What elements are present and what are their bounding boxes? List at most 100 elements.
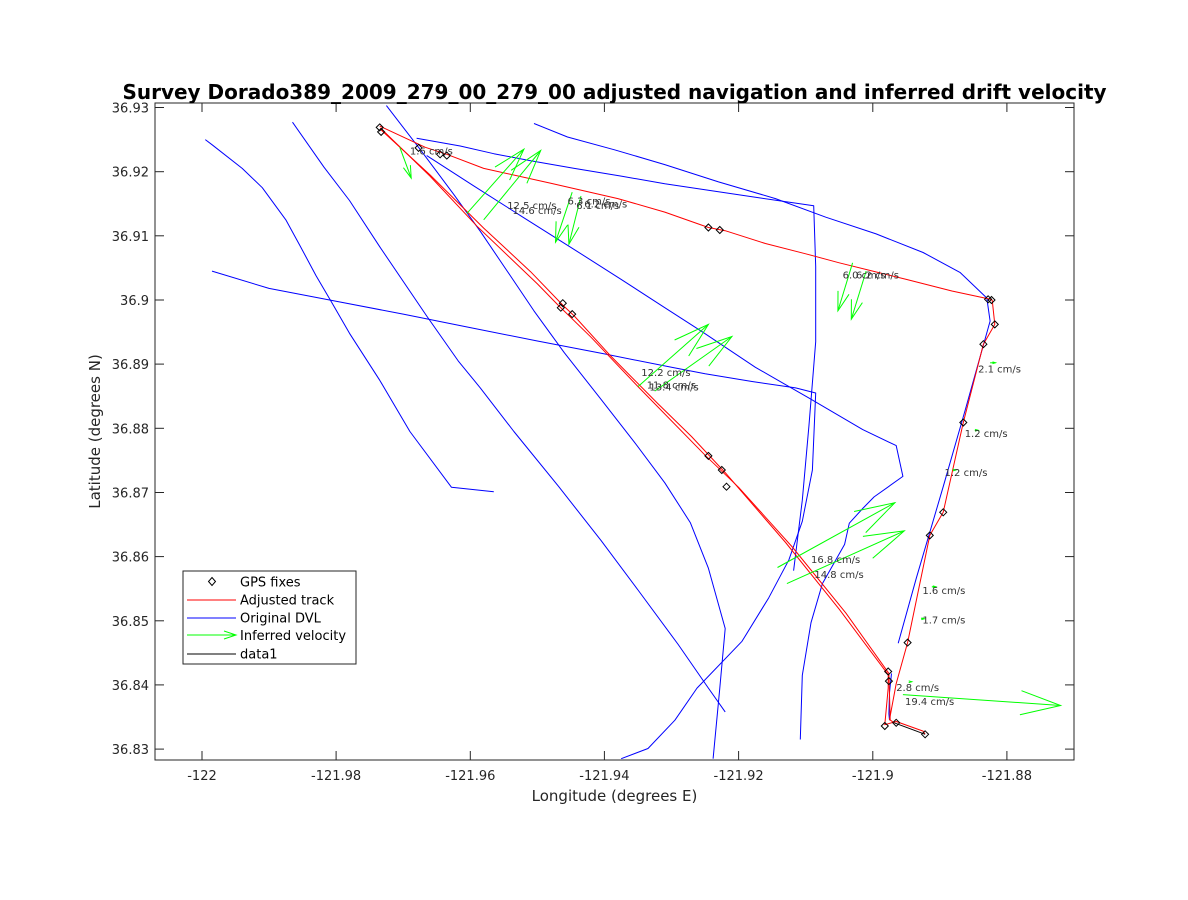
speed-label: 6.2 cm/s <box>856 270 899 281</box>
y-tick-label: 36.92 <box>112 166 149 181</box>
speed-label: 1.2 cm/s <box>945 468 988 479</box>
velocity-arrow <box>931 585 938 589</box>
velocity-arrow <box>637 323 710 387</box>
chart-title: Survey Dorado389_2009_279_00_279_00 adju… <box>122 80 1106 104</box>
adjusted-track-line <box>379 125 993 301</box>
velocity-arrow <box>908 680 914 684</box>
gps-fix-marker <box>880 721 890 731</box>
x-axis-label: Longitude (degrees E) <box>532 787 698 805</box>
speed-label: 13.4 cm/s <box>649 383 698 394</box>
y-tick-label: 36.9 <box>120 294 149 309</box>
y-tick-label: 36.91 <box>112 230 149 245</box>
gps-fix-marker <box>920 730 930 739</box>
speed-label: 16.8 cm/s <box>811 555 860 566</box>
gps-fix-marker <box>556 303 566 312</box>
gps-fix-marker <box>704 223 713 232</box>
velocity-arrow <box>902 690 1063 716</box>
velocity-arrow <box>399 147 412 180</box>
gps-series <box>375 123 1000 739</box>
gps-fix-marker <box>376 127 386 137</box>
gps-fix-marker <box>891 718 901 728</box>
dvl-track-line <box>211 270 817 760</box>
speed-label: 2.8 cm/s <box>896 683 939 694</box>
speed-label: 14.8 cm/s <box>814 570 863 581</box>
y-tick-label: 36.84 <box>112 679 149 694</box>
legend: GPS fixes Adjusted track Original DVL In… <box>182 570 357 665</box>
velocity-arrow <box>850 270 867 321</box>
velocity-arrow <box>990 361 998 365</box>
dvl-track-line <box>204 139 494 493</box>
legend-item-adjusted: Adjusted track <box>187 594 335 609</box>
gps-fix-marker <box>959 418 968 427</box>
gps-fix-marker <box>442 151 452 160</box>
speed-label: 6.0 cm/s <box>843 270 886 281</box>
velocity-arrow <box>483 149 542 221</box>
axes: -122 -121.98 -121.96 -121.94 -121.92 -121.9 -1… <box>112 102 1074 784</box>
dvl-series <box>204 105 991 760</box>
gps-fix-marker <box>567 309 577 319</box>
legend-label-gps: GPS fixes <box>240 576 301 591</box>
x-tick-label: -121.98 <box>311 769 361 784</box>
y-tick-label: 36.93 <box>112 102 149 117</box>
velocity-arrow <box>974 428 980 432</box>
adjusted-track-line <box>889 299 996 724</box>
x-tick-label: -122 <box>187 769 217 784</box>
speed-label: 6.1 cm/s <box>576 201 619 212</box>
y-tick-label: 36.87 <box>112 487 149 502</box>
legend-item-data1: data1 <box>187 648 278 663</box>
speed-label: 2.1 cm/s <box>978 365 1021 376</box>
speed-label: 6.3 cm/s <box>568 197 611 208</box>
legend-item-velocity: Inferred velocity <box>187 629 346 644</box>
speed-label: 1.6 cm/s <box>922 586 965 597</box>
speed-label: 11.8 cm/s <box>647 381 696 392</box>
speed-label: 19.4 cm/s <box>905 697 954 708</box>
velocity-arrow <box>952 468 958 472</box>
y-tick-label: 36.83 <box>112 743 149 758</box>
legend-item-dvl: Original DVL <box>187 612 322 627</box>
x-tick-label: -121.9 <box>852 769 894 784</box>
legend-item-gps: GPS fixes <box>207 576 301 591</box>
legend-label-adjusted: Adjusted track <box>240 594 335 609</box>
gps-fix-marker <box>722 482 731 491</box>
gps-fix-marker <box>414 143 423 153</box>
annotations: 1.6 cm/s12.5 cm/s14.6 cm/s6.3 cm/s6.2 cm… <box>410 147 1021 709</box>
x-tick-label: -121.92 <box>714 769 764 784</box>
gps-fix-marker <box>884 676 894 686</box>
gps-fix-marker <box>903 638 912 647</box>
speed-label: 6.2 cm/s <box>584 200 627 211</box>
gps-fix-marker <box>715 225 725 235</box>
dvl-track-line <box>416 137 817 571</box>
legend-box <box>182 570 357 665</box>
x-tick-label: -121.88 <box>982 769 1032 784</box>
gps-fix-marker <box>435 150 445 159</box>
dvl-track-line <box>426 155 904 740</box>
velocity-arrow <box>786 530 906 585</box>
data1-series <box>894 722 926 735</box>
velocity-arrow <box>554 192 573 244</box>
legend-label-data1: data1 <box>240 648 278 663</box>
y-tick-label: 36.89 <box>112 358 149 373</box>
dvl-track-line <box>292 121 726 713</box>
gps-fix-marker <box>883 667 893 676</box>
speed-label: 12.2 cm/s <box>641 368 690 379</box>
legend-swatch-gps <box>207 576 217 587</box>
speed-label: 12.5 cm/s <box>507 201 556 212</box>
gps-fix-marker <box>375 123 384 132</box>
speed-label: 1.2 cm/s <box>965 429 1008 440</box>
x-tick-label: -121.94 <box>579 769 629 784</box>
velocity-arrow <box>921 617 927 621</box>
gps-fix-marker <box>925 531 935 540</box>
dvl-track-line <box>533 123 991 644</box>
velocity-arrow <box>777 501 897 568</box>
speed-label: 1.6 cm/s <box>410 147 453 158</box>
y-tick-label: 36.88 <box>112 422 149 437</box>
gps-fix-marker <box>704 451 713 461</box>
y-axis-label: Latitude (degrees N) <box>86 354 104 509</box>
x-tick-label: -121.96 <box>445 769 495 784</box>
gps-fix-marker <box>717 465 727 475</box>
velocity-series <box>399 147 1063 716</box>
speed-label: 14.6 cm/s <box>513 206 562 217</box>
gps-fix-marker <box>938 508 948 517</box>
legend-label-velocity: Inferred velocity <box>240 629 346 644</box>
